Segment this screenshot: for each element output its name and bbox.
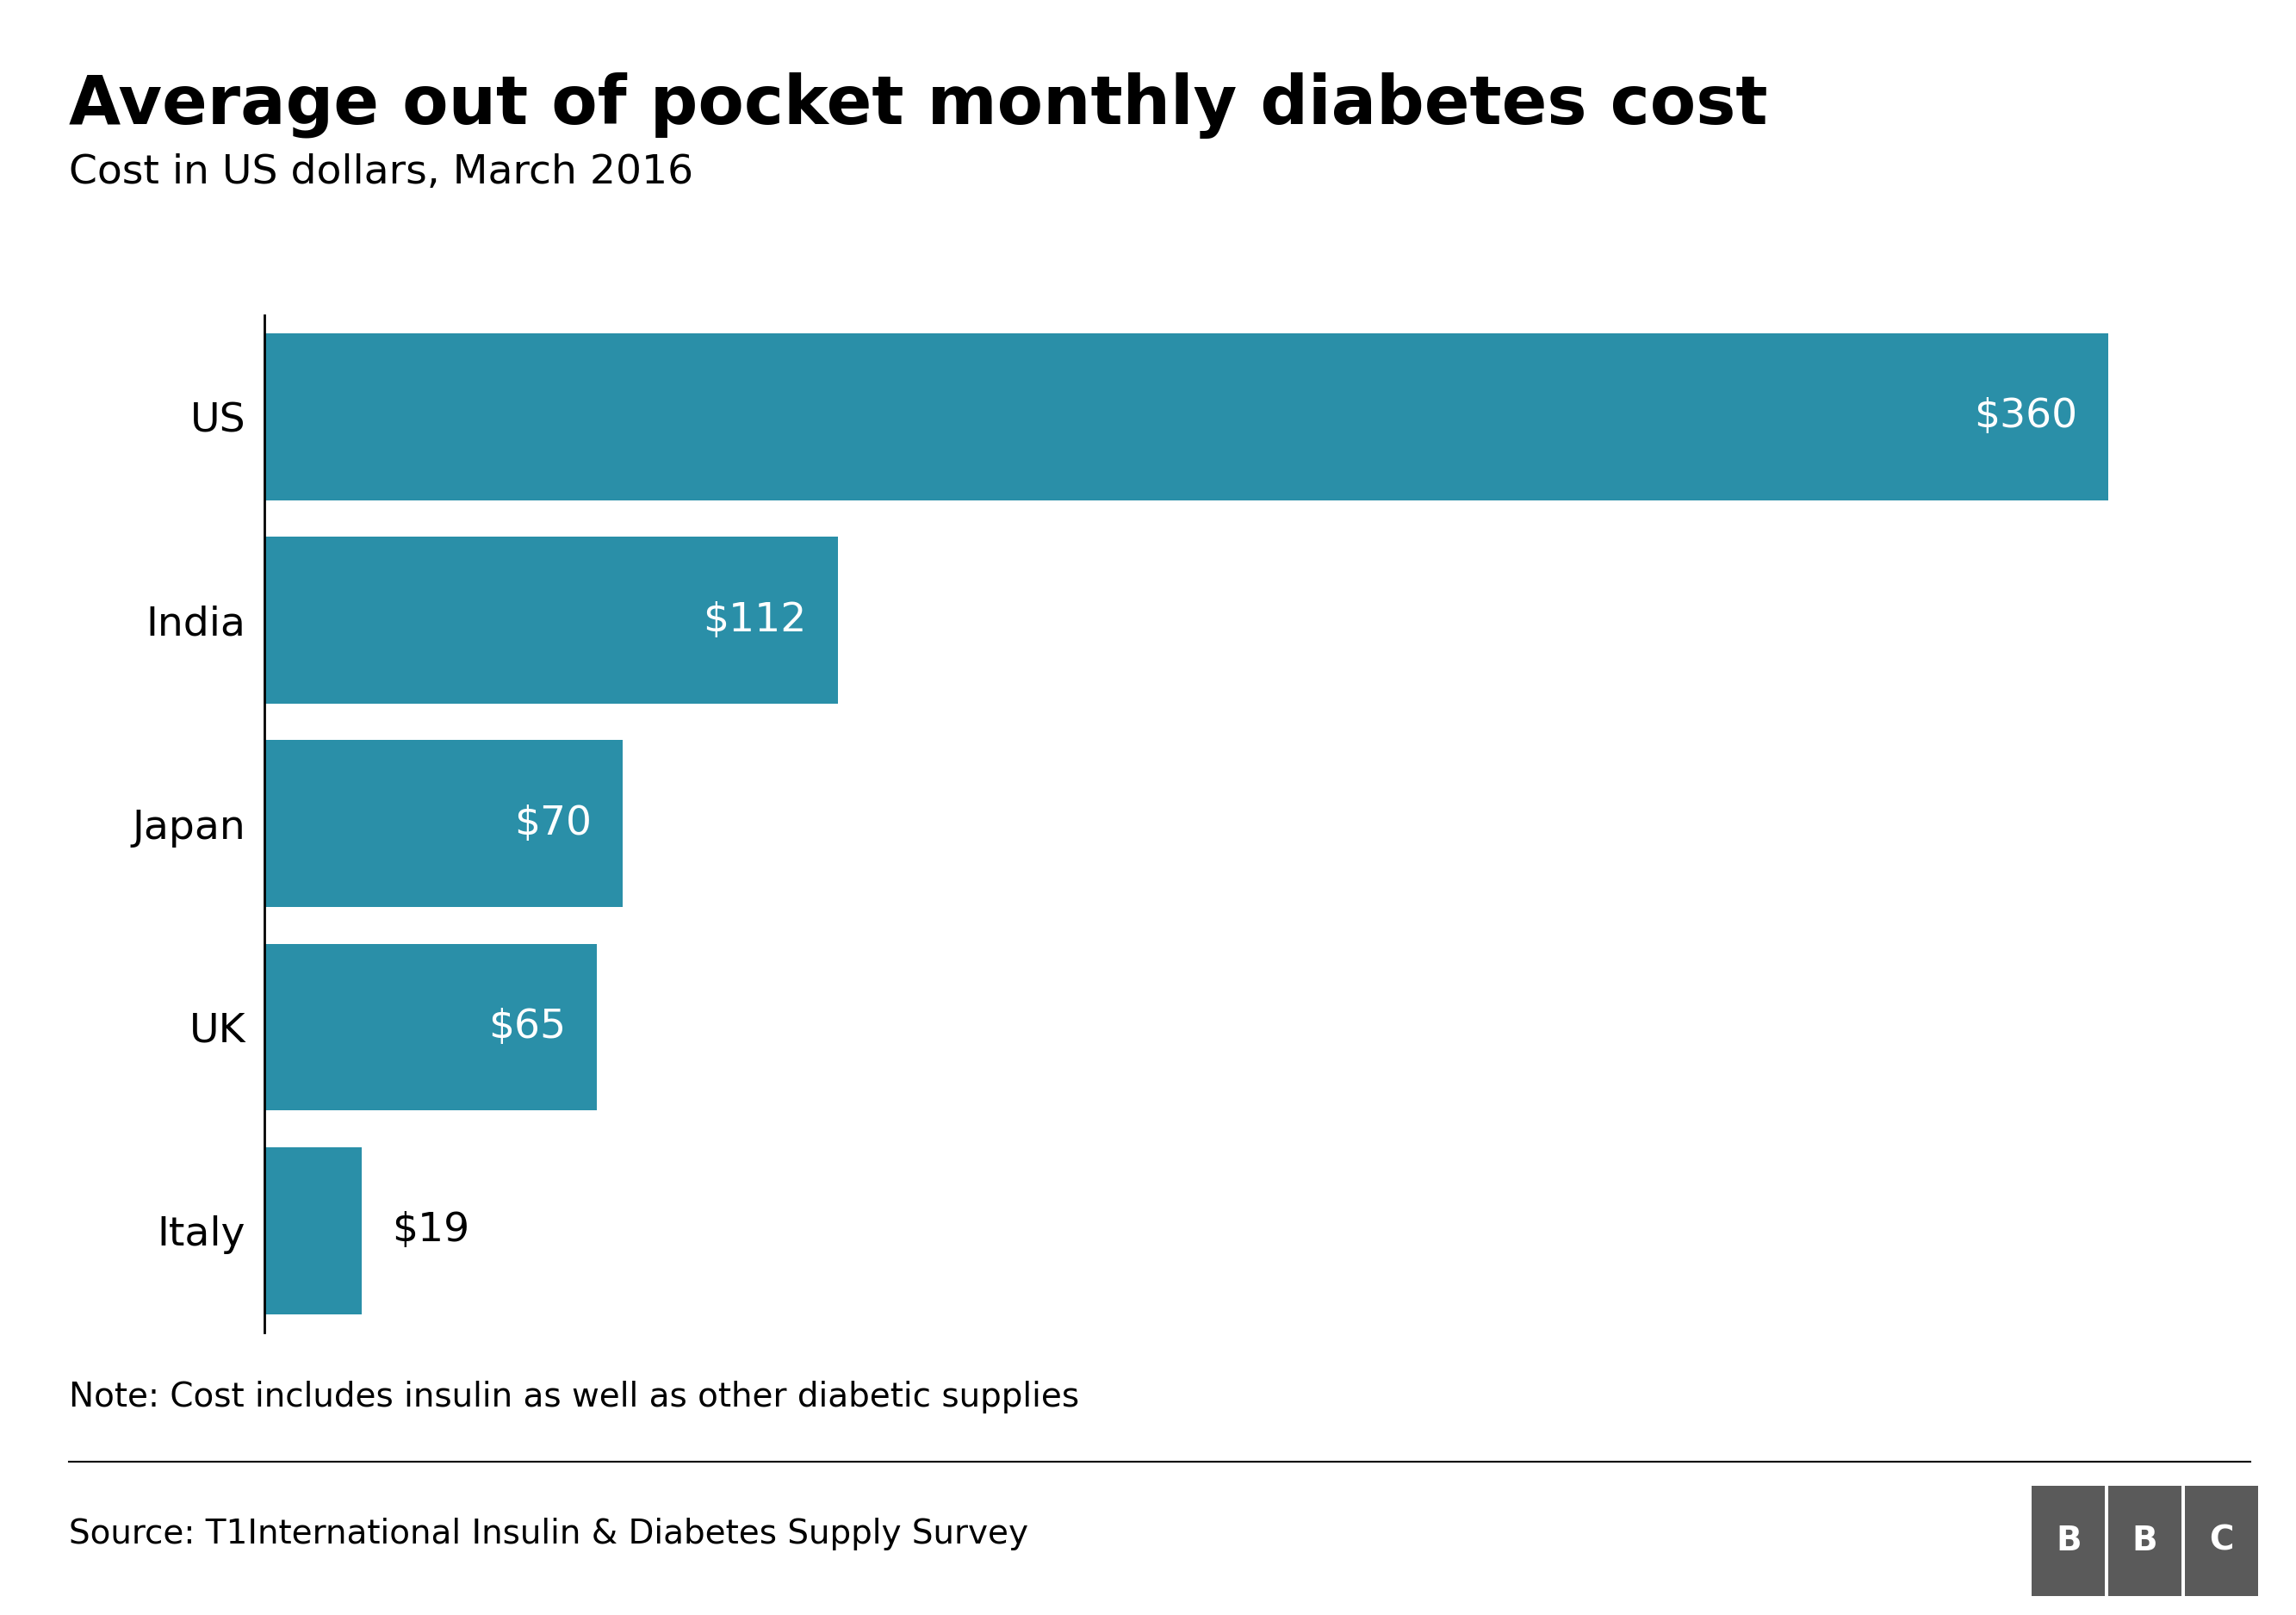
Bar bbox=[264, 1147, 360, 1315]
Text: $70: $70 bbox=[514, 804, 592, 843]
Text: B: B bbox=[2055, 1525, 2080, 1557]
Bar bbox=[2108, 1486, 2181, 1596]
Text: $19: $19 bbox=[393, 1211, 471, 1250]
Text: $360: $360 bbox=[1975, 397, 2078, 436]
Text: C: C bbox=[2209, 1525, 2234, 1557]
Text: Note: Cost includes insulin as well as other diabetic supplies: Note: Cost includes insulin as well as o… bbox=[69, 1381, 1079, 1413]
Text: Cost in US dollars, March 2016: Cost in US dollars, March 2016 bbox=[69, 153, 693, 192]
Text: $112: $112 bbox=[703, 601, 806, 640]
Bar bbox=[264, 740, 622, 908]
Bar bbox=[2186, 1486, 2257, 1596]
Bar bbox=[264, 943, 597, 1111]
Bar bbox=[264, 536, 838, 704]
Text: $65: $65 bbox=[489, 1008, 567, 1047]
Text: Source: T1International Insulin & Diabetes Supply Survey: Source: T1International Insulin & Diabet… bbox=[69, 1518, 1029, 1550]
Bar bbox=[2032, 1486, 2105, 1596]
Bar bbox=[264, 333, 2108, 501]
Text: B: B bbox=[2133, 1525, 2158, 1557]
Text: Average out of pocket monthly diabetes cost: Average out of pocket monthly diabetes c… bbox=[69, 73, 1768, 139]
